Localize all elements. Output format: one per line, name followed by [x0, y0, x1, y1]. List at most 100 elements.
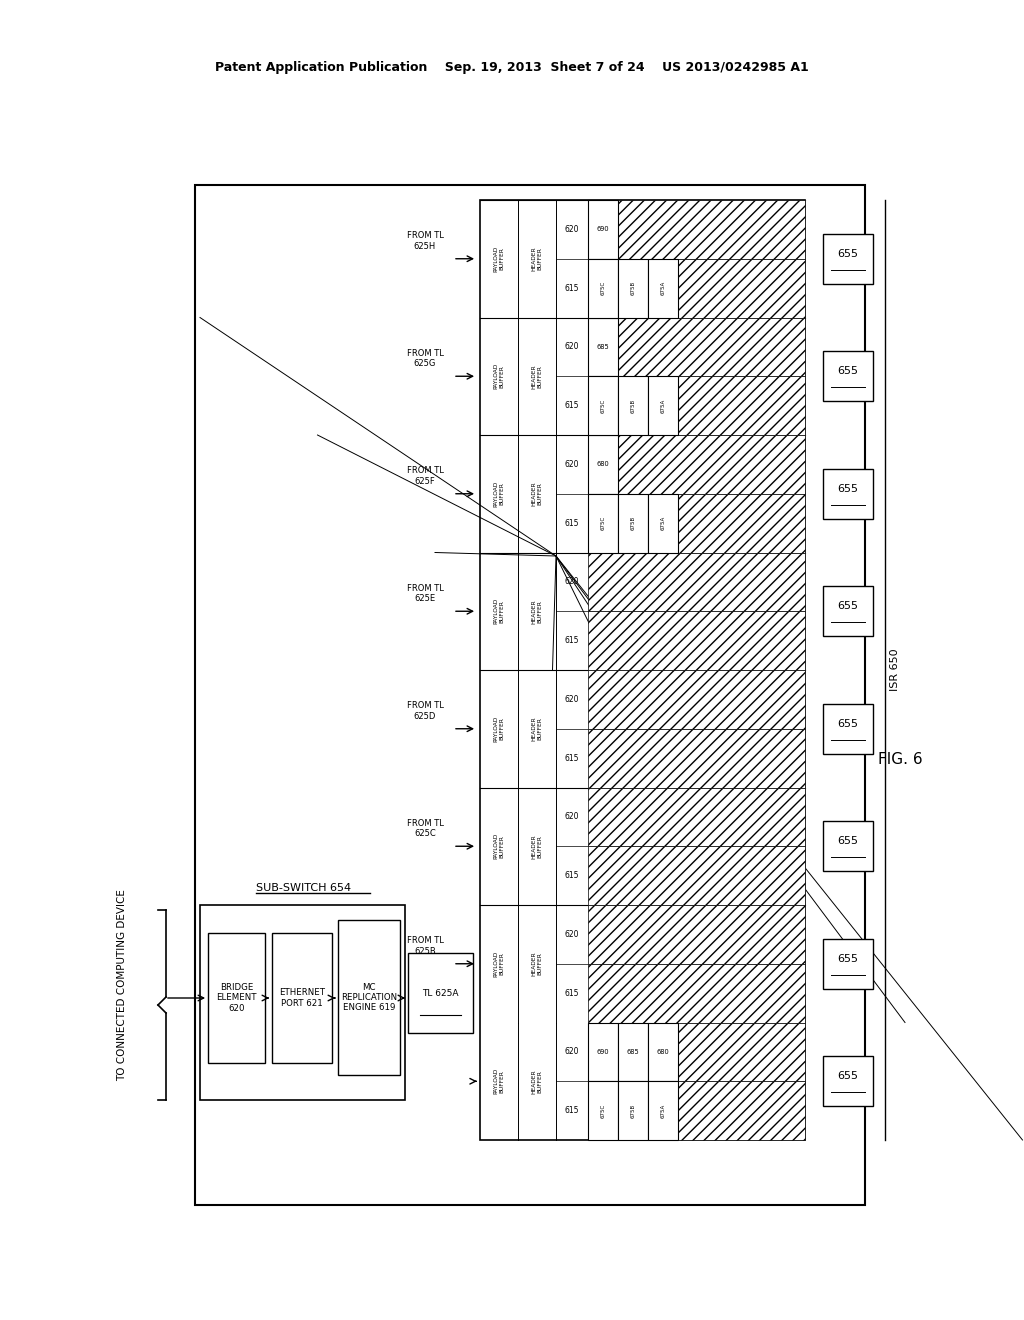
Text: FROM TL
625F: FROM TL 625F — [407, 466, 443, 486]
Text: HEADER
BUFFER: HEADER BUFFER — [531, 599, 543, 623]
Text: PAYLOAD
BUFFER: PAYLOAD BUFFER — [494, 1068, 505, 1094]
Text: 655: 655 — [838, 719, 858, 729]
Bar — [618, 494, 648, 553]
Bar — [618, 1023, 648, 1081]
Bar — [823, 939, 873, 989]
Text: HEADER
BUFFER: HEADER BUFFER — [531, 247, 543, 271]
Bar — [823, 586, 873, 636]
Bar — [618, 259, 648, 318]
Bar — [588, 201, 805, 259]
Bar — [823, 234, 873, 284]
Text: 615: 615 — [565, 871, 580, 880]
Text: PAYLOAD
BUFFER: PAYLOAD BUFFER — [494, 950, 505, 977]
Bar — [588, 318, 618, 376]
Bar — [823, 351, 873, 401]
Bar — [480, 201, 805, 1140]
Bar — [588, 318, 805, 376]
Text: 620: 620 — [565, 1047, 580, 1056]
Text: HEADER
BUFFER: HEADER BUFFER — [531, 482, 543, 506]
Bar — [200, 906, 406, 1100]
Bar — [588, 436, 805, 494]
Text: 655: 655 — [838, 366, 858, 376]
Bar — [408, 953, 473, 1034]
Text: Patent Application Publication    Sep. 19, 2013  Sheet 7 of 24    US 2013/024298: Patent Application Publication Sep. 19, … — [215, 62, 809, 74]
Text: 620: 620 — [565, 694, 580, 704]
Text: 615: 615 — [565, 989, 580, 998]
Bar — [648, 1081, 678, 1140]
Bar — [823, 1056, 873, 1106]
Text: 675C: 675C — [600, 399, 605, 413]
Text: HEADER
BUFFER: HEADER BUFFER — [531, 717, 543, 741]
Text: ETHERNET
PORT 621: ETHERNET PORT 621 — [279, 989, 325, 1007]
Bar — [588, 729, 805, 788]
Text: 685: 685 — [627, 1049, 639, 1055]
Text: 675B: 675B — [631, 1104, 636, 1118]
Text: SUB-SWITCH 654: SUB-SWITCH 654 — [256, 883, 351, 894]
Bar — [588, 553, 805, 611]
Bar — [588, 201, 618, 259]
Text: 685: 685 — [597, 345, 609, 350]
Text: FROM TL
625B: FROM TL 625B — [407, 936, 443, 956]
Text: ISR 650: ISR 650 — [890, 648, 900, 692]
Text: BRIDGE
ELEMENT
620: BRIDGE ELEMENT 620 — [216, 983, 257, 1012]
Bar — [588, 1023, 618, 1081]
Bar — [823, 821, 873, 871]
Text: PAYLOAD
BUFFER: PAYLOAD BUFFER — [494, 715, 505, 742]
Text: 675A: 675A — [660, 516, 666, 531]
Bar — [648, 1023, 678, 1081]
Bar — [648, 259, 678, 318]
Text: 655: 655 — [838, 1072, 858, 1081]
Bar — [588, 259, 618, 318]
Bar — [588, 376, 618, 436]
Text: 620: 620 — [565, 577, 580, 586]
Text: 675A: 675A — [660, 399, 666, 413]
Text: HEADER
BUFFER: HEADER BUFFER — [531, 834, 543, 858]
Text: 655: 655 — [838, 954, 858, 964]
Text: 675B: 675B — [631, 399, 636, 413]
Bar — [272, 933, 332, 1063]
Text: 675B: 675B — [631, 516, 636, 531]
Text: 675C: 675C — [600, 1104, 605, 1118]
Bar — [588, 259, 805, 318]
Text: HEADER
BUFFER: HEADER BUFFER — [531, 1069, 543, 1093]
Text: PAYLOAD
BUFFER: PAYLOAD BUFFER — [494, 833, 505, 859]
Text: FIG. 6: FIG. 6 — [878, 752, 923, 767]
Text: 620: 620 — [565, 224, 580, 234]
Text: FROM TL
625C: FROM TL 625C — [407, 818, 443, 838]
Text: TO CONNECTED COMPUTING DEVICE: TO CONNECTED COMPUTING DEVICE — [117, 890, 127, 1081]
Text: PAYLOAD
BUFFER: PAYLOAD BUFFER — [494, 363, 505, 389]
Bar — [823, 704, 873, 754]
Bar — [588, 436, 618, 494]
Bar — [588, 788, 805, 846]
Text: 615: 615 — [565, 1106, 580, 1115]
Text: 680: 680 — [597, 462, 609, 467]
Text: 690: 690 — [597, 1049, 609, 1055]
Text: 620: 620 — [565, 459, 580, 469]
Text: PAYLOAD
BUFFER: PAYLOAD BUFFER — [494, 480, 505, 507]
Text: TL 625A: TL 625A — [422, 989, 459, 998]
Bar — [823, 469, 873, 519]
Text: 655: 655 — [838, 837, 858, 846]
Text: 675C: 675C — [600, 281, 605, 296]
Bar — [208, 933, 265, 1063]
Text: 615: 615 — [565, 754, 580, 763]
Bar — [338, 920, 400, 1074]
Text: 675A: 675A — [660, 281, 666, 296]
Text: 620: 620 — [565, 812, 580, 821]
Bar — [588, 906, 805, 964]
Text: 655: 655 — [838, 601, 858, 611]
Text: 615: 615 — [565, 636, 580, 645]
Bar — [588, 376, 805, 436]
Text: 615: 615 — [565, 284, 580, 293]
Bar — [588, 846, 805, 906]
Bar — [648, 376, 678, 436]
Text: 620: 620 — [565, 342, 580, 351]
Bar — [588, 1081, 805, 1140]
Text: 675C: 675C — [600, 516, 605, 531]
Text: PAYLOAD
BUFFER: PAYLOAD BUFFER — [494, 598, 505, 624]
Bar — [588, 1023, 805, 1081]
Text: 680: 680 — [656, 1049, 670, 1055]
Bar — [648, 494, 678, 553]
Text: 675A: 675A — [660, 1104, 666, 1118]
Bar — [588, 671, 805, 729]
